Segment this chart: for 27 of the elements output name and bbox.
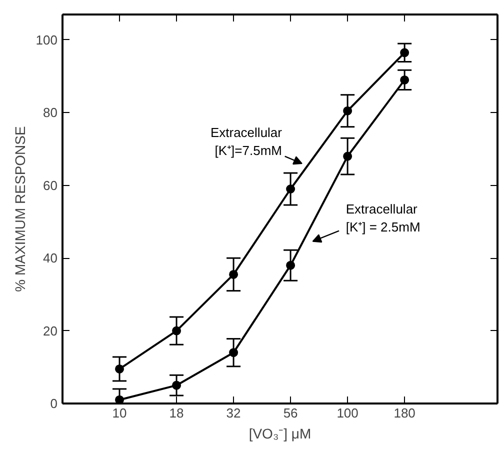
point [172, 326, 182, 336]
y-tick-label: 60 [43, 178, 58, 193]
x-tick-label: 18 [169, 406, 184, 420]
x-axis-title: [VO₃⁻] μM [248, 426, 312, 442]
point [229, 270, 238, 279]
point [229, 348, 238, 358]
x-tick-label: 56 [283, 406, 298, 420]
point [172, 380, 182, 390]
y-tick-label: 0 [50, 396, 58, 411]
x-tick-label: 180 [394, 406, 416, 420]
point [343, 106, 352, 116]
x-tick-label: 32 [226, 406, 241, 420]
point [400, 75, 410, 84]
series-label: Extracellular [K⁺]=7.5mM [210, 125, 283, 158]
point [286, 184, 296, 194]
y-axis-title: % MAXIMUM RESPONSE [12, 126, 28, 292]
point [115, 364, 124, 374]
point [343, 152, 352, 161]
point [286, 260, 296, 270]
y-tick-label: 80 [43, 105, 58, 120]
point [400, 48, 410, 58]
series-label: Extracellular [K⁺] = 2.5mM [346, 202, 420, 235]
x-tick-label: 10 [112, 406, 127, 420]
y-tick-label: 40 [43, 250, 58, 266]
y-tick-label: 20 [43, 323, 58, 338]
y-tick-label: 100 [36, 32, 58, 48]
x-tick-label: 100 [336, 406, 358, 420]
